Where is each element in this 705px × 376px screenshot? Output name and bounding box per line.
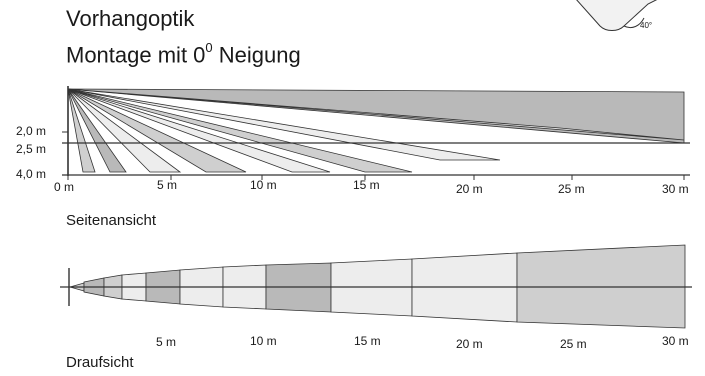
diagram-title: Vorhangoptik xyxy=(66,6,195,31)
height-label-4-0: 4,0 m xyxy=(16,167,46,181)
height-label-2-0: 2,0 m xyxy=(16,124,46,138)
side-axis-label-25: 25 m xyxy=(558,182,585,196)
diagram-subtitle: Montage mit 00 Neigung xyxy=(66,40,301,68)
top-axis-label-30: 30 m xyxy=(662,334,689,348)
subtitle-degree: 0 xyxy=(205,40,213,55)
side-zone-far xyxy=(67,88,685,144)
side-axis-label-30: 30 m xyxy=(662,182,689,196)
top-view xyxy=(60,244,692,329)
subtitle-main: Montage mit 0 xyxy=(66,42,206,68)
side-zone-1 xyxy=(67,88,96,173)
side-zone-3 xyxy=(67,88,182,173)
top-axis-label-20: 20 m xyxy=(456,337,483,351)
top-axis-label-10: 10 m xyxy=(250,334,277,348)
subtitle-tail: Neigung xyxy=(212,42,301,68)
mounting-angle-sketch: 40° xyxy=(576,0,658,31)
angle-label: 40° xyxy=(640,21,652,30)
side-zone-7 xyxy=(67,88,501,161)
top-axis-label-25: 25 m xyxy=(560,337,587,351)
height-label-2-5: 2,5 m xyxy=(16,142,46,156)
side-view: 2,0 m 2,5 m 4,0 m 0 m 5 m 10 m 15 m 20 m… xyxy=(16,86,690,196)
side-view-caption: Seitenansicht xyxy=(66,212,157,229)
side-axis-label-5: 5 m xyxy=(157,178,177,192)
side-axis-label-20: 20 m xyxy=(456,182,483,196)
side-zone-4 xyxy=(67,88,247,173)
top-axis-label-5: 5 m xyxy=(156,335,176,349)
side-axis-label-15: 15 m xyxy=(353,178,380,192)
side-zone-8 xyxy=(67,88,685,141)
side-zone-2 xyxy=(67,88,127,173)
side-zone-6 xyxy=(67,88,413,173)
top-view-caption: Draufsicht xyxy=(66,354,134,371)
side-zone-5 xyxy=(67,88,331,173)
top-axis-label-15: 15 m xyxy=(354,334,381,348)
side-axis-label-0: 0 m xyxy=(54,180,74,194)
side-axis-label-10: 10 m xyxy=(250,178,277,192)
